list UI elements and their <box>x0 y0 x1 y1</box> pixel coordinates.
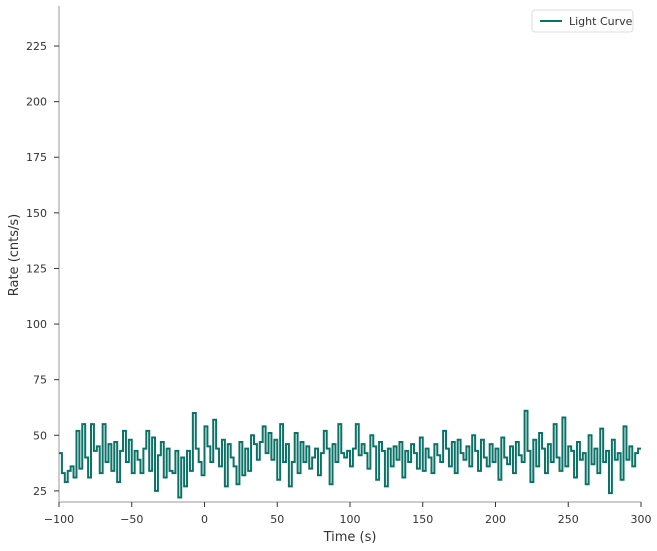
series-line-light-curve <box>59 409 641 499</box>
x-tick-label: 0 <box>201 513 208 526</box>
x-tick-label: 200 <box>485 513 506 526</box>
x-tick-label: −50 <box>120 513 143 526</box>
y-tick-label: 75 <box>33 374 47 387</box>
y-axis-label: Rate (cnts/s) <box>7 214 22 297</box>
x-tick-label: −100 <box>44 513 74 526</box>
y-tick-label: 200 <box>26 96 47 109</box>
legend-box <box>531 9 634 33</box>
y-tick-label: 100 <box>26 318 47 331</box>
x-axis-ticks: −100 −50 0 50 100 150 200 250 300 <box>44 502 652 526</box>
y-tick-label: 25 <box>33 485 47 498</box>
y-tick-label: 150 <box>26 207 47 220</box>
x-axis-label: Time (s) <box>323 530 377 545</box>
x-tick-label: 150 <box>412 513 433 526</box>
y-tick-label: 175 <box>26 151 47 164</box>
legend: Light Curve <box>531 9 634 33</box>
x-tick-label: 50 <box>270 513 284 526</box>
legend-entry-light-curve: Light Curve <box>569 15 633 28</box>
x-tick-label: 250 <box>558 513 579 526</box>
y-tick-label: 225 <box>26 40 47 53</box>
x-tick-label: 300 <box>631 513 652 526</box>
y-tick-label: 125 <box>26 262 47 275</box>
series-layer <box>59 409 641 499</box>
x-tick-label: 100 <box>340 513 361 526</box>
y-tick-label: 50 <box>33 429 47 442</box>
y-axis-ticks: 25 50 75 100 125 150 175 200 225 <box>26 40 59 498</box>
